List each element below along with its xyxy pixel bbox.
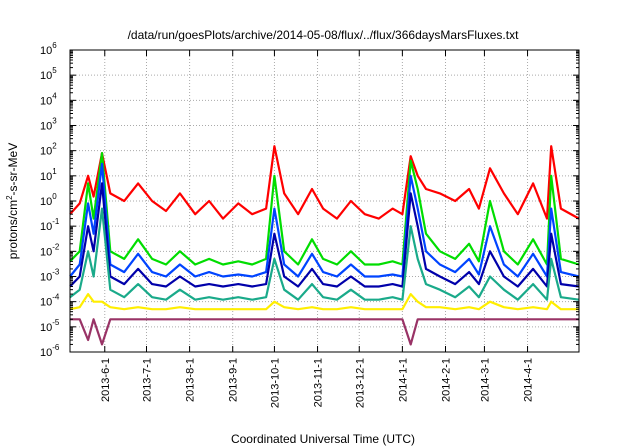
y-tick-label-base: 10: [40, 347, 52, 359]
series-line-5: [69, 207, 580, 301]
y-axis-label-suffix: -s-sr-MeV: [6, 143, 20, 196]
y-tick-label-exp: 2: [52, 142, 57, 151]
y-tick-label-exp: -5: [52, 318, 60, 327]
y-tick-label: 10-5: [40, 318, 60, 334]
y-tick-label-base: 10: [40, 171, 52, 183]
y-tick-label-base: 10: [40, 95, 52, 107]
y-tick-label-exp: 1: [52, 167, 57, 176]
y-tick-label-base: 10: [40, 70, 52, 82]
x-tick-label: 2013-8-1: [185, 358, 197, 402]
y-tick-label-exp: -2: [52, 242, 60, 251]
y-tick-label: 10-3: [40, 268, 60, 284]
x-tick-label: 2013-12-1: [354, 358, 366, 408]
x-tick-label: 2013-10-1: [269, 358, 281, 408]
y-tick-label-exp: -4: [52, 293, 60, 302]
y-tick-label-base: 10: [40, 45, 52, 57]
series-line-4: [69, 182, 580, 288]
series-line-6: [69, 293, 579, 311]
y-tick-label: 100: [40, 192, 57, 208]
y-tick-label-exp: 3: [52, 117, 57, 126]
y-axis-label: protons/cm2-s-sr-MeV: [5, 143, 20, 259]
series-line-2: [69, 152, 580, 266]
y-tick-label-exp: 6: [52, 41, 57, 50]
y-tick-label-base: 10: [40, 272, 52, 284]
y-tick-label-base: 10: [40, 146, 52, 158]
y-tick-label: 106: [40, 41, 57, 57]
y-tick-label-exp: 4: [52, 91, 57, 100]
x-tick-label: 2014-1-1: [397, 358, 409, 402]
y-tick-label: 10-6: [40, 343, 60, 359]
y-tick-label-base: 10: [40, 297, 52, 309]
y-tick-label: 105: [40, 66, 57, 82]
y-axis-ticks: 10-610-510-410-310-210-11001011021031041…: [40, 41, 579, 359]
y-tick-label-exp: -3: [52, 268, 60, 277]
x-tick-label: 2013-6-1: [100, 358, 112, 402]
y-tick-label: 104: [40, 91, 57, 107]
x-tick-label: 2013-9-1: [228, 358, 240, 402]
series-line-3: [69, 162, 580, 278]
y-axis-label-prefix: protons/cm: [6, 200, 20, 259]
x-axis-ticks: 2013-6-1 2013-7-1 2013-8-1 2013-9-1 2013-10-…: [100, 50, 535, 408]
y-tick-label-base: 10: [40, 322, 52, 334]
y-tick-label-exp: -6: [52, 343, 60, 352]
x-tick-label: 2014-2-1: [440, 358, 452, 402]
series-line-1: [69, 145, 580, 220]
x-tick-label: 2014-3-1: [479, 358, 491, 402]
x-tick-label: 2013-7-1: [141, 358, 153, 402]
y-tick-label-exp: -1: [52, 217, 60, 226]
y-tick-label-exp: 0: [52, 192, 57, 201]
y-tick-label: 10-1: [40, 217, 60, 233]
y-tick-label: 102: [40, 142, 57, 158]
x-tick-label: 2013-11-1: [313, 358, 325, 407]
series-layer: [69, 145, 580, 346]
y-tick-label: 101: [40, 167, 57, 183]
y-tick-label: 10-4: [40, 293, 60, 309]
y-axis-label-sup: 2: [5, 195, 14, 200]
x-axis-label: Coordinated Universal Time (UTC): [231, 432, 415, 446]
y-tick-label-exp: 5: [52, 66, 57, 75]
y-tick-label-base: 10: [40, 121, 52, 133]
y-tick-label-base: 10: [40, 246, 52, 258]
x-tick-label: 2014-4-1: [523, 358, 535, 402]
y-tick-label: 103: [40, 117, 57, 133]
y-tick-label: 10-2: [40, 242, 60, 258]
chart-title: /data/run/goesPlots/archive/2014-05-08/f…: [128, 28, 520, 42]
y-tick-label-base: 10: [40, 221, 52, 233]
y-tick-label-base: 10: [40, 196, 52, 208]
series-line-7: [70, 318, 579, 346]
